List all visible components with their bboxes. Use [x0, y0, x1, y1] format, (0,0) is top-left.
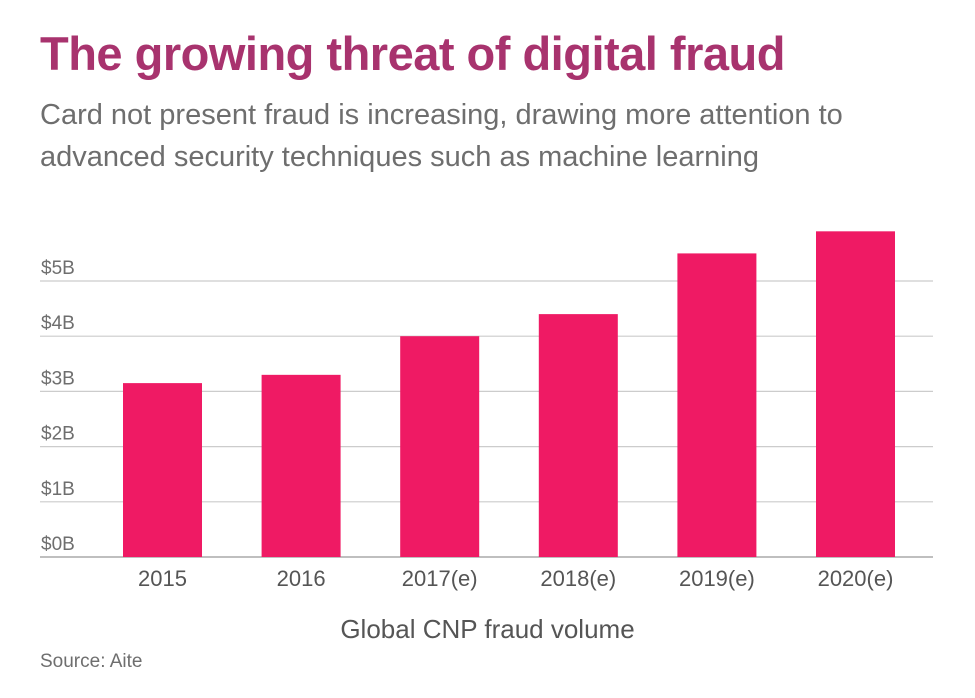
chart-subtitle: Card not present fraud is increasing, dr…	[40, 99, 843, 173]
bar	[677, 253, 757, 557]
x-tick-label: 2019(e)	[679, 566, 755, 591]
x-tick-label: 2015	[138, 566, 187, 591]
y-tick-label: $2B	[41, 424, 75, 445]
bar	[400, 336, 480, 557]
bars	[123, 231, 895, 557]
x-axis-ticks: 2015 2016 2017(e) 2018(e) 2019(e) 2020(e)	[138, 566, 893, 591]
x-tick-label: 2016	[277, 566, 326, 591]
y-tick-label: $3B	[41, 368, 75, 389]
bar	[123, 383, 202, 557]
source-note: Source: Aite	[40, 651, 143, 672]
y-tick-label: $1B	[41, 479, 75, 500]
y-tick-label: $5B	[41, 258, 75, 279]
x-tick-label: 2018(e)	[540, 566, 616, 591]
x-tick-label: 2020(e)	[818, 566, 894, 591]
x-tick-label: 2017(e)	[402, 566, 478, 591]
x-axis-label: Global CNP fraud volume	[340, 614, 635, 644]
y-tick-label: $0B	[41, 534, 75, 555]
y-tick-label: $4B	[41, 313, 75, 334]
y-axis-ticks: $0B $1B $2B $3B $4B $5B	[41, 258, 75, 555]
bar	[816, 231, 895, 557]
chart-title: The growing threat of digital fraud	[40, 27, 785, 80]
bar	[538, 314, 618, 557]
bar	[261, 374, 341, 557]
